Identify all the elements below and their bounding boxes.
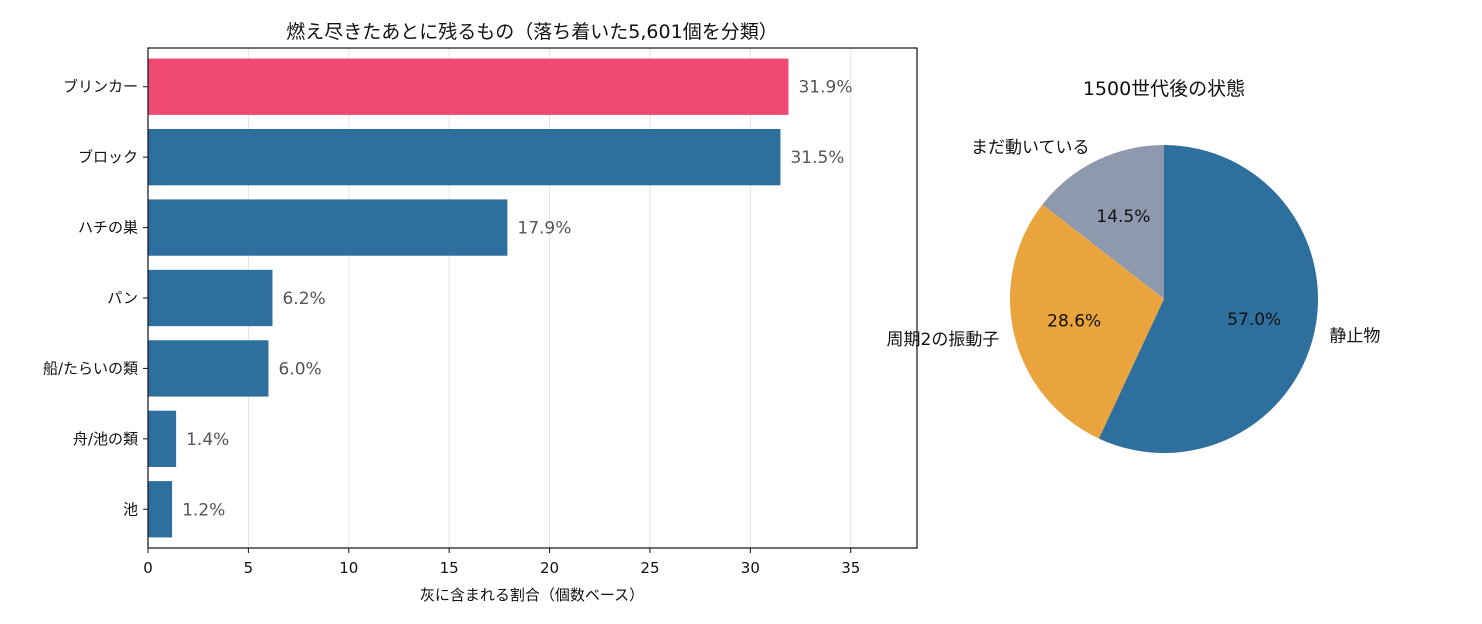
- pie-slice-label: まだ動いている: [971, 138, 1090, 158]
- bar-data-label: 17.9%: [517, 219, 571, 239]
- bar-data-label: 6.0%: [278, 359, 321, 379]
- pie-slice: [1042, 145, 1164, 299]
- pie-slice-label: 静止物: [1329, 327, 1380, 347]
- bar: [148, 199, 508, 256]
- bar-chart-bars: 31.9% 31.5% 17.9% 6.2% 6.0% 1.4% 1.2%: [148, 58, 853, 538]
- bar: [148, 340, 269, 397]
- pie-chart-title: 1500世代後の状態: [1083, 78, 1245, 100]
- pie-percent-label: 28.6%: [1047, 312, 1101, 332]
- bar-data-label: 6.2%: [282, 289, 325, 309]
- bar: [148, 481, 173, 538]
- x-tick-label: 30: [741, 559, 760, 577]
- bar-chart-title: 燃え尽きたあとに残るもの（落ち着いた5,601個を分類）: [286, 21, 777, 43]
- x-tick-label: 5: [244, 559, 254, 577]
- x-tick-label: 0: [143, 559, 153, 577]
- pie-slice-label: 周期2の振動子: [887, 330, 1000, 350]
- bar: [148, 58, 789, 115]
- pie-slice: [1009, 204, 1164, 439]
- x-tick-label: 10: [339, 559, 358, 577]
- bar-chart: 燃え尽きたあとに残るもの（落ち着いた5,601個を分類） 31.9% 31.5% 1…: [43, 21, 918, 604]
- bar: [148, 269, 273, 327]
- pie-percent-label: 57.0%: [1227, 310, 1281, 330]
- x-tick-label: 35: [841, 559, 860, 577]
- pie-chart: 1500世代後の状態 14.5% まだ動いている 28.6% 周期2の振動子 57.0%…: [887, 78, 1380, 453]
- bar: [148, 128, 781, 186]
- y-tick-label: ブリンカー: [63, 78, 138, 96]
- bar-data-label: 31.5%: [790, 148, 844, 168]
- y-tick-label: 池: [123, 500, 138, 518]
- pie-slice: [1098, 145, 1318, 453]
- bar-data-label: 1.2%: [182, 500, 225, 520]
- y-tick-label: 船/たらいの類: [43, 359, 138, 377]
- bar-chart-x-ticks: 0 5 10 15 20 25 30 35: [143, 548, 860, 577]
- bar-data-label: 31.9%: [798, 78, 852, 98]
- bar: [148, 410, 177, 468]
- y-tick-label: 舟/池の類: [73, 430, 138, 448]
- x-tick-label: 25: [640, 559, 659, 577]
- bar-data-label: 1.4%: [186, 430, 229, 450]
- y-tick-label: ハチの巣: [78, 219, 138, 237]
- bar-chart-frame: [147, 47, 918, 549]
- x-tick-label: 20: [540, 559, 559, 577]
- x-tick-label: 15: [440, 559, 459, 577]
- pie-chart-slices: 14.5% まだ動いている 28.6% 周期2の振動子 57.0% 静止物: [887, 138, 1380, 453]
- y-tick-label: ブロック: [78, 148, 138, 166]
- pie-percent-label: 14.5%: [1096, 207, 1150, 227]
- bar-chart-x-axis-label: 灰に含まれる割合（個数ベース）: [420, 586, 644, 604]
- y-tick-label: パン: [107, 289, 138, 307]
- bar-chart-gridlines: [247, 48, 852, 548]
